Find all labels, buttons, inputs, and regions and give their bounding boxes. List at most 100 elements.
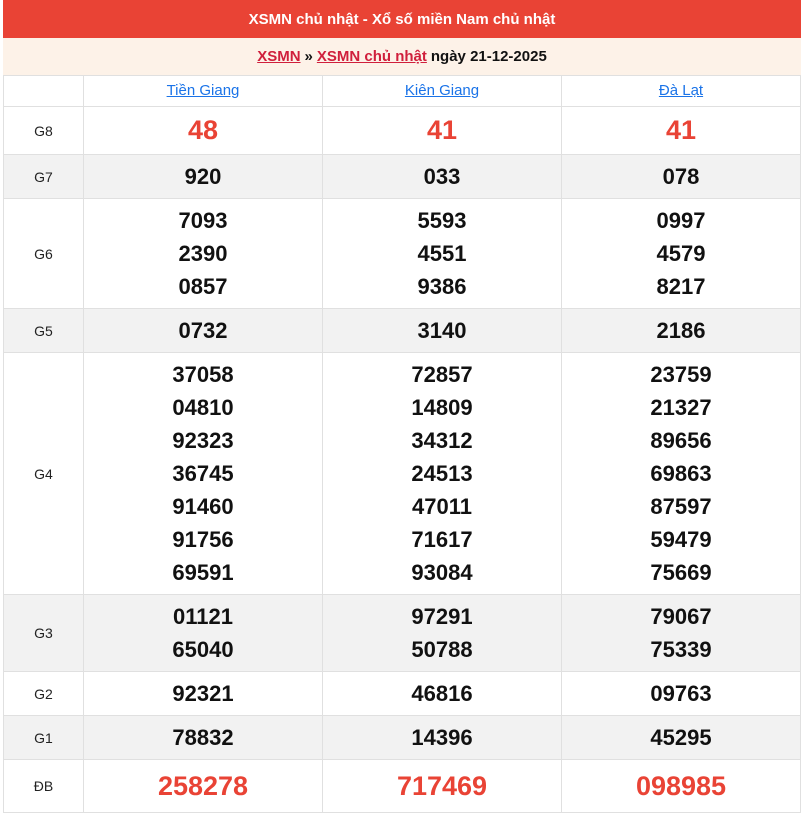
province-link-da-lat[interactable]: Đà Lạt <box>658 82 704 99</box>
prize-row-g1: G1 78832 14396 45295 <box>3 715 801 760</box>
prize-row-g4: G4 37058 04810 92323 36745 91460 91756 69591 728… <box>3 352 801 595</box>
prize-row-g3: G3 01121 65040 97291 50788 79067 75339 <box>3 594 801 672</box>
prize-number: 79067 <box>650 604 712 629</box>
prize-number: 9386 <box>417 274 467 299</box>
empty-header-cell <box>3 75 84 107</box>
prize-row-g5: G5 0732 3140 2186 <box>3 308 801 353</box>
prize-number: 46816 <box>411 681 473 706</box>
prize-row-g2: G2 92321 46816 09763 <box>3 671 801 716</box>
breadcrumb: XSMN » XSMN chủ nhật ngày 21-12-2025 <box>3 38 801 75</box>
prize-number: 92321 <box>172 681 234 706</box>
prize-number: 48 <box>187 115 219 145</box>
prize-cell: 078 <box>561 154 801 199</box>
prize-number: 5593 <box>417 208 467 233</box>
prize-number: 69591 <box>172 560 234 585</box>
prize-cell: 0997 4579 8217 <box>561 198 801 309</box>
prize-cell: 79067 75339 <box>561 594 801 672</box>
prize-number: 4551 <box>417 241 467 266</box>
prize-number: 91460 <box>172 494 234 519</box>
prize-number: 14809 <box>411 395 473 420</box>
province-link-kien-giang[interactable]: Kiên Giang <box>404 82 480 99</box>
prize-cell: 37058 04810 92323 36745 91460 91756 69591 <box>83 352 323 595</box>
prize-number: 92323 <box>172 428 234 453</box>
prize-number: 93084 <box>411 560 473 585</box>
prize-cell: 01121 65040 <box>83 594 323 672</box>
prize-number: 41 <box>426 115 458 145</box>
prize-cell: 098985 <box>561 759 801 813</box>
prize-number: 0857 <box>178 274 228 299</box>
prize-row-g6: G6 7093 2390 0857 5593 4551 9386 0997 4579 8217 <box>3 198 801 309</box>
prize-cell: 2186 <box>561 308 801 353</box>
prize-number: 3140 <box>417 318 467 343</box>
prize-number: 89656 <box>650 428 712 453</box>
prize-number: 50788 <box>411 637 473 662</box>
prize-number: 36745 <box>172 461 234 486</box>
prize-number: 34312 <box>411 428 473 453</box>
prize-number: 41 <box>665 115 697 145</box>
prize-number: 0732 <box>178 318 228 343</box>
prize-label: G1 <box>3 715 84 760</box>
breadcrumb-link-xsmn-sunday[interactable]: XSMN chủ nhật <box>316 48 427 65</box>
breadcrumb-link-xsmn[interactable]: XSMN <box>257 48 301 65</box>
prize-cell: 97291 50788 <box>322 594 562 672</box>
prize-cell: 717469 <box>322 759 562 813</box>
prize-number: 87597 <box>650 494 712 519</box>
prize-number: 8217 <box>656 274 706 299</box>
province-header-row: Tiền Giang Kiên Giang Đà Lạt <box>3 75 801 107</box>
prize-number: 23759 <box>650 362 712 387</box>
prize-label: G6 <box>3 198 84 309</box>
prize-number: 717469 <box>396 770 488 801</box>
prize-number: 033 <box>423 164 461 189</box>
prize-number: 47011 <box>412 494 472 519</box>
prize-number: 04810 <box>172 395 234 420</box>
prize-label: G2 <box>3 671 84 716</box>
results-table: Tiền Giang Kiên Giang Đà Lạt G8 48 41 41 G7 9… <box>3 75 801 813</box>
prize-number: 59479 <box>650 527 712 552</box>
prize-cell: 5593 4551 9386 <box>322 198 562 309</box>
prize-label: G8 <box>3 106 84 155</box>
prize-label: G5 <box>3 308 84 353</box>
prize-cell: 7093 2390 0857 <box>83 198 323 309</box>
prize-number: 75669 <box>650 560 712 585</box>
prize-label: G7 <box>3 154 84 199</box>
prize-cell: 23759 21327 89656 69863 87597 59479 75669 <box>561 352 801 595</box>
prize-row-g8: G8 48 41 41 <box>3 106 801 155</box>
prize-number: 098985 <box>635 770 727 801</box>
prize-number: 14396 <box>411 725 473 750</box>
prize-row-đb: ĐB 258278 717469 098985 <box>3 759 801 813</box>
prize-number: 258278 <box>157 770 249 801</box>
prize-cell: 92321 <box>83 671 323 716</box>
prize-number: 4579 <box>656 241 706 266</box>
prize-cell: 14396 <box>322 715 562 760</box>
prize-number: 920 <box>184 164 222 189</box>
prize-label: G3 <box>3 594 84 672</box>
prize-number: 01121 <box>173 604 233 629</box>
prize-number: 71617 <box>411 527 473 552</box>
page-title: XSMN chủ nhật - Xổ số miền Nam chủ nhật <box>3 0 801 38</box>
prize-cell: 033 <box>322 154 562 199</box>
breadcrumb-date: ngày 21-12-2025 <box>430 48 547 65</box>
prize-number: 45295 <box>650 725 712 750</box>
results-panel: XSMN chủ nhật - Xổ số miền Nam chủ nhật … <box>3 0 801 813</box>
prize-number: 78832 <box>172 725 234 750</box>
prize-row-g7: G7 920 033 078 <box>3 154 801 199</box>
prize-cell: 45295 <box>561 715 801 760</box>
prize-number: 0997 <box>656 208 706 233</box>
prize-cell: 48 <box>83 106 323 155</box>
prize-number: 65040 <box>172 637 234 662</box>
prize-cell: 46816 <box>322 671 562 716</box>
prize-cell: 3140 <box>322 308 562 353</box>
prize-number: 91756 <box>172 527 234 552</box>
prize-cell: 258278 <box>83 759 323 813</box>
prize-number: 24513 <box>411 461 473 486</box>
prize-label: G4 <box>3 352 84 595</box>
prize-number: 37058 <box>172 362 234 387</box>
prize-number: 09763 <box>650 681 712 706</box>
prize-cell: 78832 <box>83 715 323 760</box>
prize-cell: 0732 <box>83 308 323 353</box>
prize-number: 7093 <box>178 208 228 233</box>
prize-number: 2186 <box>656 318 706 343</box>
prize-number: 21327 <box>650 395 712 420</box>
prize-number: 69863 <box>650 461 712 486</box>
province-link-tien-giang[interactable]: Tiền Giang <box>166 82 240 99</box>
